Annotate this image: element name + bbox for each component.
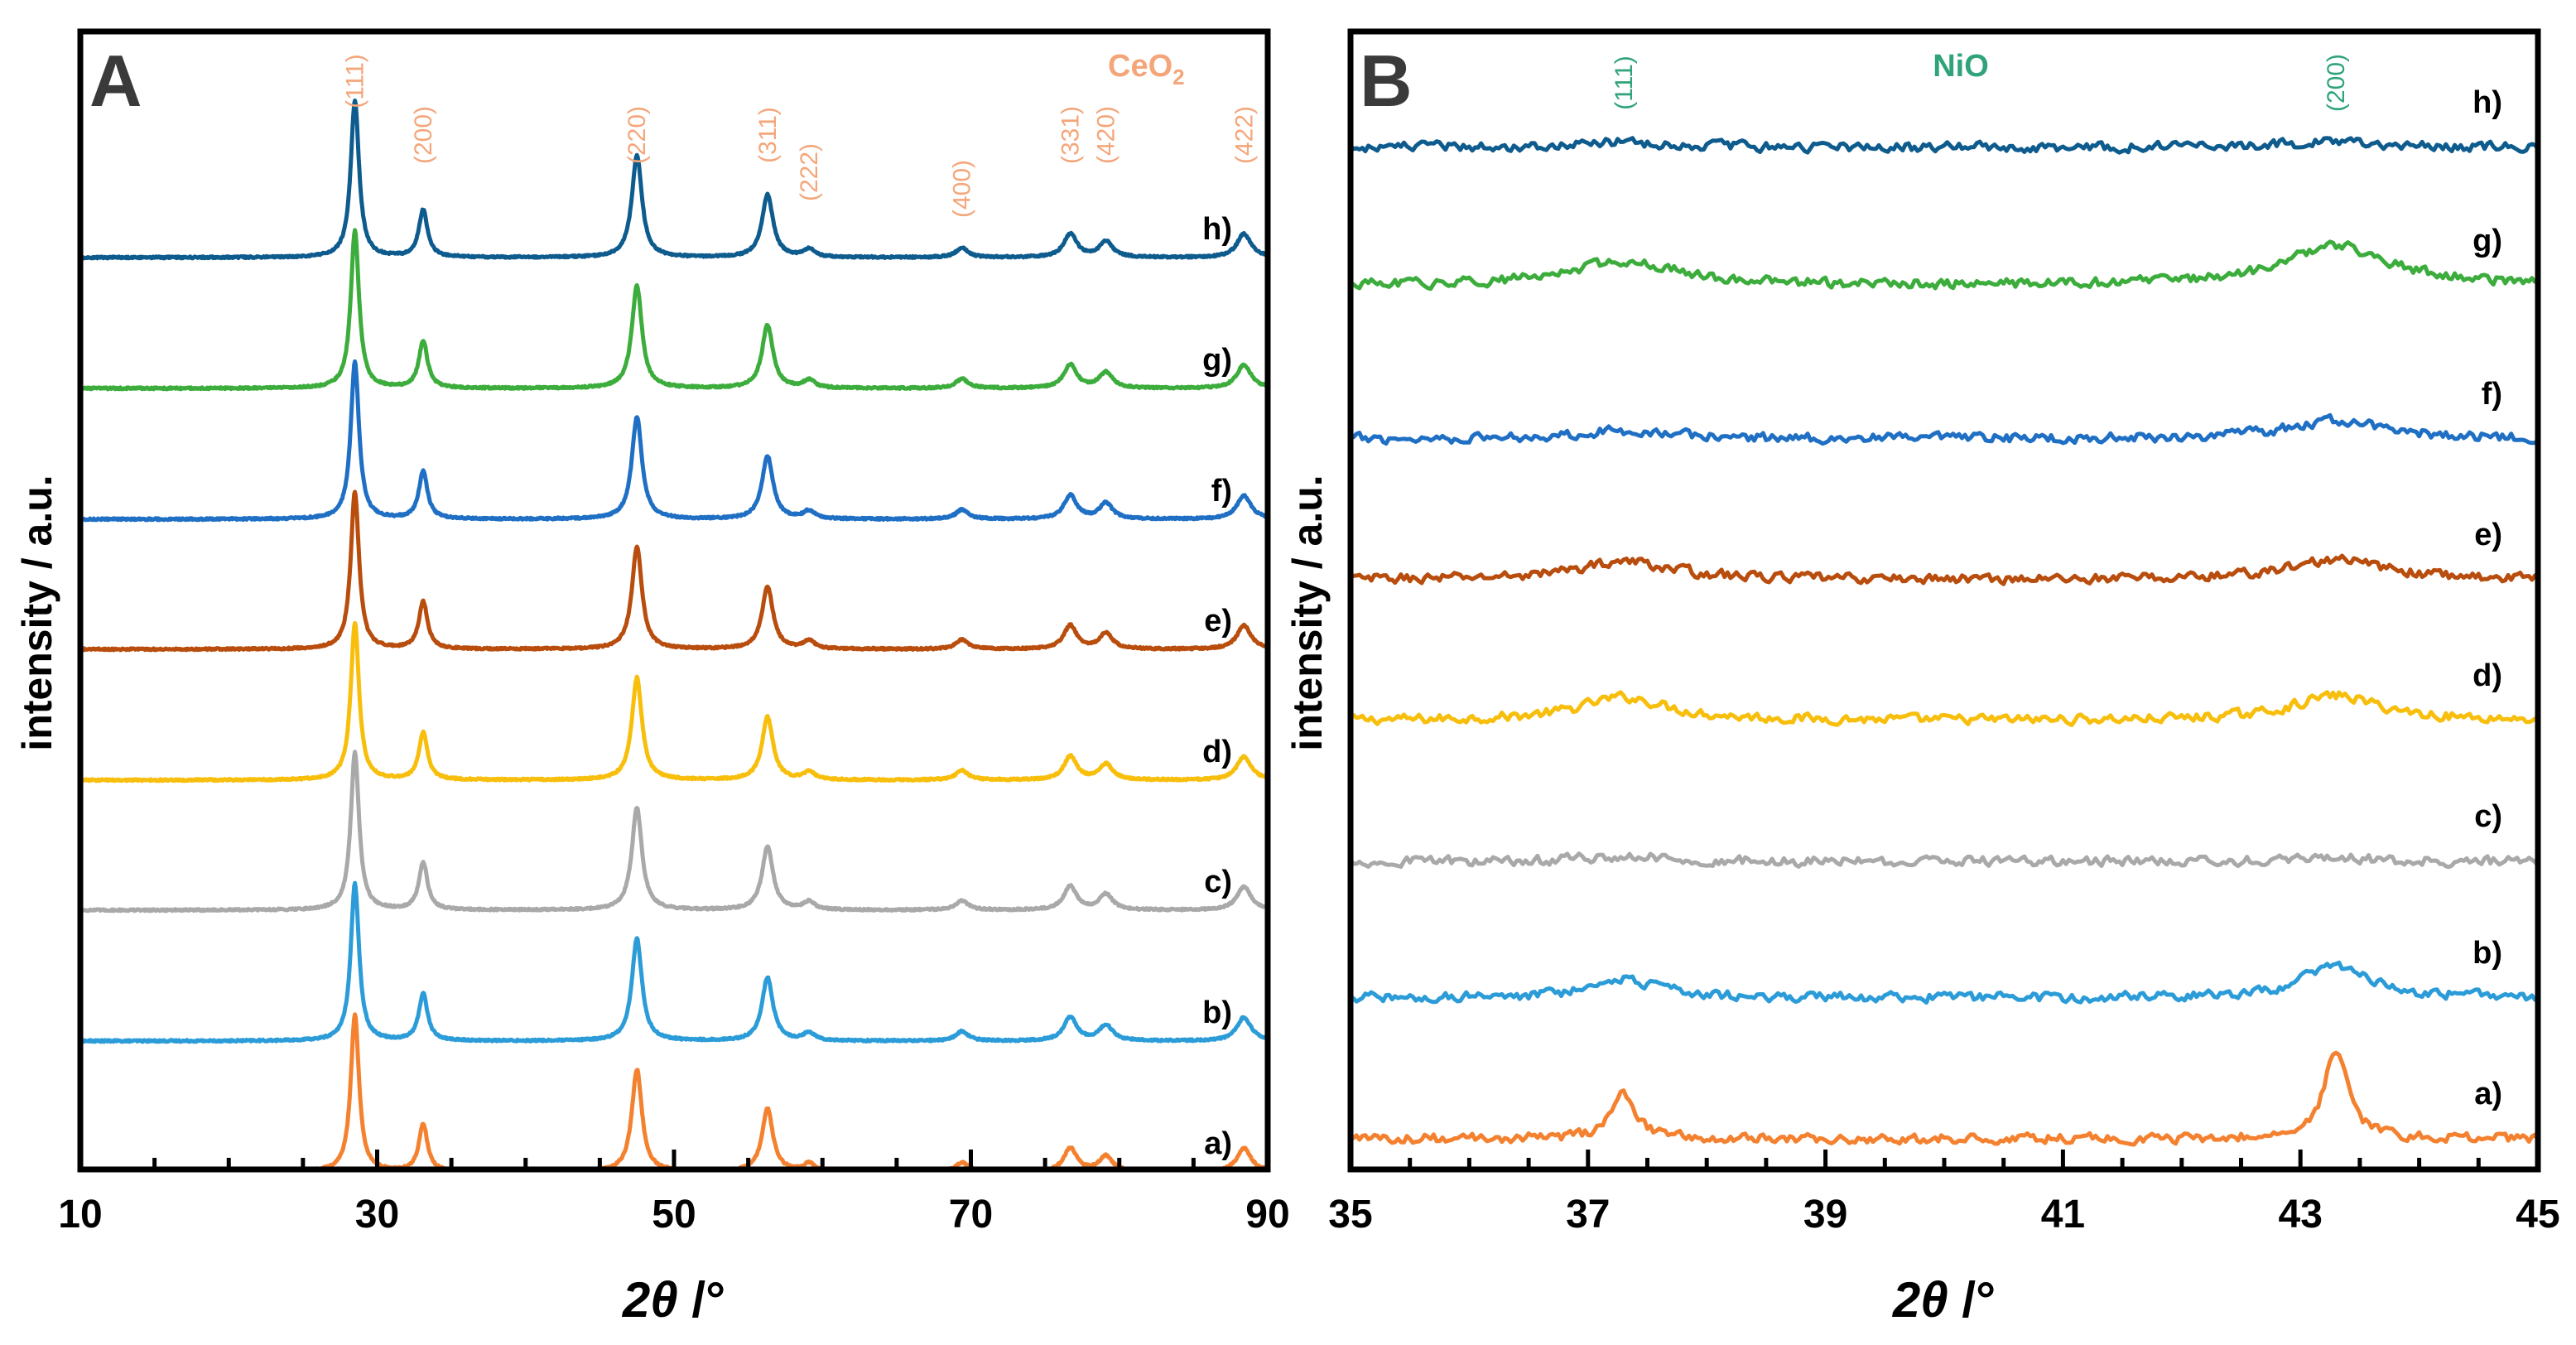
panel-a-series-line-b [78,880,1269,1044]
panel-b-series-label-e: e) [2474,518,2502,552]
panel-a-ylabel: intensity / a.u. [14,475,60,750]
panel-a-reflection-label: (420) [1093,106,1120,164]
panel-a-reflection-label: (311) [754,107,782,163]
panel-b-series-line-c [1349,851,2540,870]
panel-a-xlabel: 2θ /° [622,1272,725,1328]
panel-b-series-line-b [1349,960,2540,1005]
panel-a-series-label-b: b) [1202,995,1232,1030]
panel-b-xlabel-unit: /° [1948,1272,1996,1328]
panel-b-ylabel: intensity / a.u. [1284,475,1331,750]
panel-b-x-tick-label: 41 [2041,1193,2085,1237]
panel-b-series-labels: a) b) c) d) e) f) g) h) [2472,85,2502,1111]
panel-a-reflection-label: (111) [342,54,369,108]
panel-a-xlabel-main: 2θ [622,1272,678,1328]
panel-a-series-line-f [79,359,1269,523]
panel-b-reflection-label: (200) [2323,54,2350,112]
panel-a-series-line-g [79,228,1270,392]
panel-a-reflection-label: (422) [1230,106,1258,164]
panel-b-series-label-f: f) [2482,377,2502,412]
panel-a-x-tick-label: 70 [949,1193,993,1237]
panel-b-series-line-e [1349,553,2540,586]
panel-a-reflection-label: (200) [410,106,437,164]
panel-b-series-line-f [1350,412,2540,446]
panel-a-x-ticks: 10 30 50 70 90 [58,1150,1290,1237]
panel-a-series-label-c: c) [1204,865,1232,899]
panel-a: a) b) c) d) e) f) g) h) (111) (200) (220) (311) (22… [14,28,1290,1328]
panel-a-phase-label: CeO2 [1108,49,1185,89]
panel-a-series-label-g: g) [1202,343,1232,378]
panel-b-xlabel-main: 2θ [1892,1272,1948,1328]
panel-a-series-line-e [79,489,1269,653]
panel-b-x-tick-label: 43 [2279,1193,2323,1237]
panel-b-reflection-labels: (111) (200) [1611,54,2350,112]
panel-b-series-label-h: h) [2472,85,2502,120]
panel-b-series-line-a [1350,1050,2540,1147]
panel-b-xlabel: 2θ /° [1892,1272,1996,1328]
panel-a-xlabel-unit: /° [678,1272,725,1328]
panel-b-series-label-a: a) [2474,1077,2502,1111]
panel-a-series-label-f: f) [1211,474,1232,509]
panel-a-reflection-label: (331) [1057,106,1085,164]
panel-a-reflection-label: (222) [796,143,823,201]
panel-a-series-label-e: e) [1204,604,1232,639]
panel-a-series-label-h: h) [1202,212,1232,247]
panel-b-x-tick-label: 37 [1566,1193,1610,1237]
panel-b-series-label-g: g) [2472,224,2502,258]
panel-a-reflection-label: (220) [624,106,651,164]
panel-a-series-label-a: a) [1204,1126,1232,1161]
panel-a-series [78,99,1270,1171]
panel-a-series-line-d [79,620,1269,783]
panel-a-x-tick-label: 90 [1245,1193,1289,1237]
panel-a-reflection-labels: (111) (200) (220) (311) (222) (400) (331) (420)… [342,54,1259,218]
panel-a-series-label-d: d) [1202,735,1232,769]
panel-b-x-tick-label: 35 [1328,1193,1372,1237]
panel-b-series-line-h [1349,136,2540,155]
panel-b-x-tick-label: 45 [2516,1193,2559,1237]
panel-b-phase-label: NiO [1933,49,1989,84]
panel-b-series [1349,136,2540,1147]
panel-a-letter: A [89,40,142,122]
panel-a-series-line-c [79,750,1269,914]
panel-a-phase-label-sub: 2 [1172,65,1184,89]
panel-b-series-label-d: d) [2472,658,2502,693]
panel-b: a) b) c) d) e) f) g) h) (111) (200) 35 37 39 41 43 45… [1284,28,2560,1328]
panel-a-phase-label-main: CeO [1108,49,1172,84]
panel-b-letter: B [1360,40,1413,122]
panel-a-reflection-label: (400) [949,160,976,218]
panel-a-x-tick-label: 10 [58,1193,102,1237]
panel-a-x-tick-label: 30 [355,1193,399,1237]
panel-b-series-line-d [1349,690,2539,727]
panel-b-x-ticks: 35 37 39 41 43 45 [1328,1150,2560,1237]
panel-a-x-tick-label: 50 [652,1193,696,1237]
panel-b-series-label-c: c) [2474,799,2502,834]
panel-a-series-labels: a) b) c) d) e) f) g) h) [1202,212,1232,1161]
panel-b-series-label-b: b) [2472,936,2502,971]
panel-a-series-line-h [79,99,1269,261]
panel-b-reflection-label: (111) [1611,55,1638,110]
panel-a-frame [77,28,1271,1173]
panel-b-x-tick-label: 39 [1803,1193,1847,1237]
panel-b-series-line-g [1349,239,2540,292]
